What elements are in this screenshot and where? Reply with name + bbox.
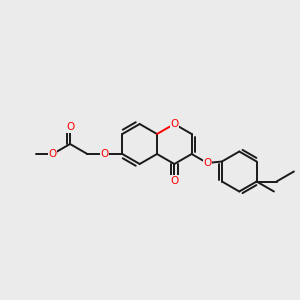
Text: O: O [66,122,74,132]
Text: O: O [203,158,212,168]
Text: O: O [170,176,178,186]
Text: O: O [170,119,178,129]
Text: O: O [100,149,109,159]
Text: O: O [49,149,57,159]
